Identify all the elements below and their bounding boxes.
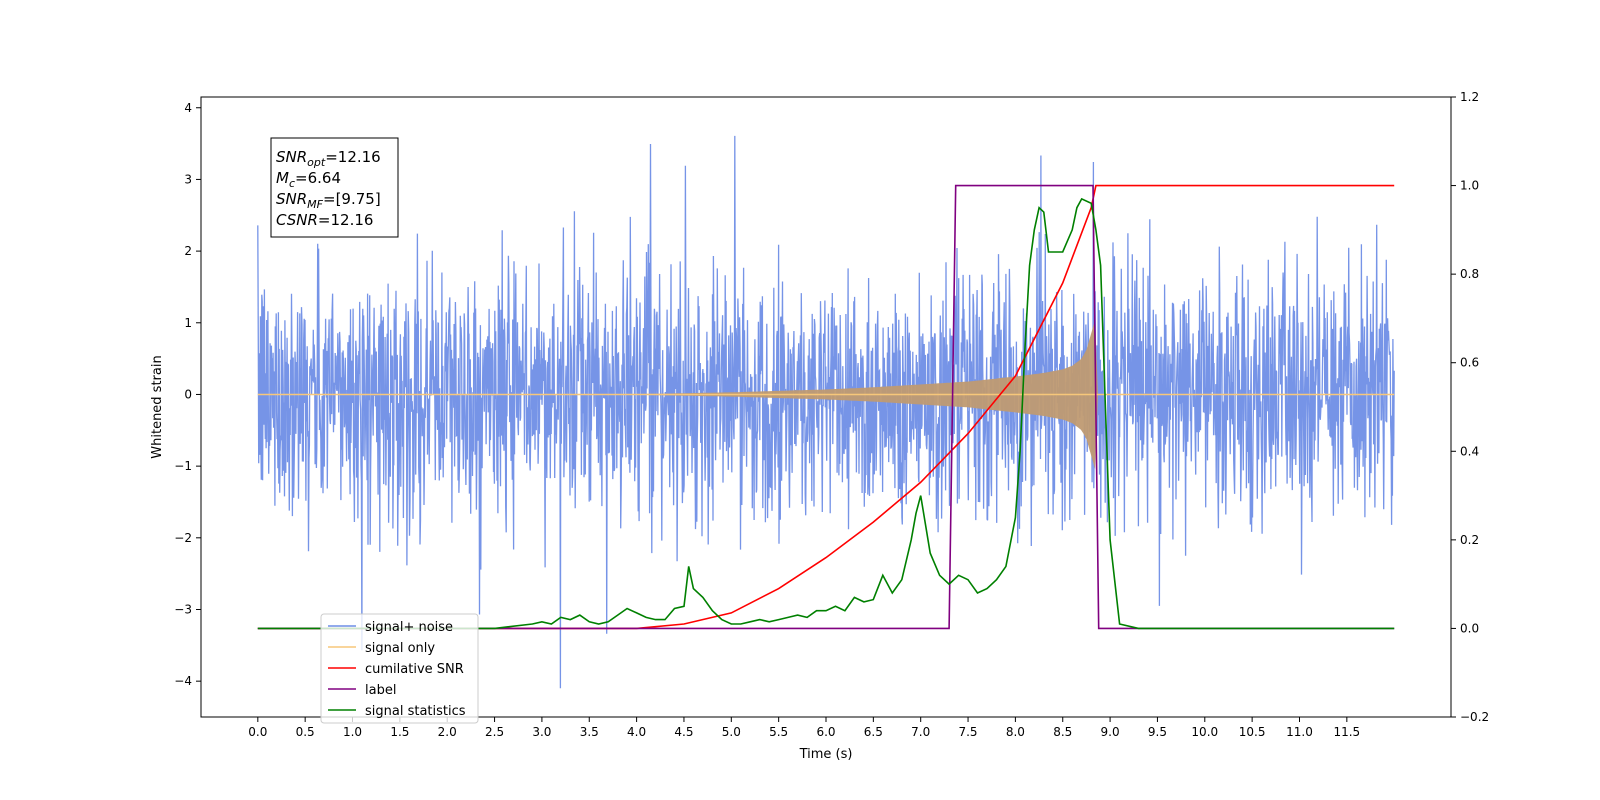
x-tick-label: 6.5 (864, 725, 883, 739)
x-tick-label: 1.0 (343, 725, 362, 739)
y-axis-left: −4 −3 −2 −1 0 1 2 3 4 (174, 101, 201, 688)
x-tick-label: 8.0 (1006, 725, 1025, 739)
annotation-line: SNRMF=[9.75] (276, 190, 381, 211)
y-tick-label: −4 (174, 674, 192, 688)
x-tick-label: 11.0 (1286, 725, 1313, 739)
legend-entry-label: signal statistics (365, 704, 466, 719)
x-tick-label: 9.5 (1148, 725, 1167, 739)
annotation-line: SNRopt=12.16 (276, 148, 381, 169)
y-right-tick-label: 0.0 (1460, 621, 1479, 635)
legend-entry-label: signal+ noise (365, 620, 453, 635)
stats-annotation-box: SNRopt=12.16Mc=6.64SNRMF=[9.75]CSNR=12.1… (270, 137, 399, 238)
x-tick-label: 10.5 (1239, 725, 1266, 739)
x-tick-label: 3.5 (580, 725, 599, 739)
x-tick-label: 10.0 (1191, 725, 1218, 739)
x-tick-label: 9.0 (1101, 725, 1120, 739)
y-tick-label: −2 (174, 531, 192, 545)
series-signal-noise (257, 135, 1395, 689)
legend-frame (320, 613, 479, 724)
series-signal-statistics (257, 197, 1395, 630)
x-tick-label: 2.5 (485, 725, 504, 739)
x-tick-label: 8.5 (1053, 725, 1072, 739)
y-tick-label: −3 (174, 602, 192, 616)
x-tick-label: 6.0 (816, 725, 835, 739)
annotation-frame (270, 137, 399, 238)
legend: signal+ noise signal only cumilative SNR la… (320, 613, 479, 724)
series-signal-only (257, 319, 1395, 470)
y-axis-right: −0.2 0.0 0.2 0.4 0.6 0.8 1.0 1.2 (1451, 90, 1489, 724)
legend-entry-label: cumilative SNR (365, 662, 464, 677)
y-tick-label: −1 (174, 459, 192, 473)
x-axis: 0.0 0.5 1.0 1.5 2.0 2.5 3.0 3.5 4.0 4.5 5.0 5.5 6.0 6… (248, 717, 1360, 739)
annotation-line: Mc=6.64 (276, 169, 341, 190)
x-tick-label: 3.0 (532, 725, 551, 739)
x-tick-label: 5.0 (722, 725, 741, 739)
x-tick-label: 7.0 (911, 725, 930, 739)
y-right-tick-label: 0.6 (1460, 356, 1479, 370)
y-right-tick-label: 1.2 (1460, 90, 1479, 104)
legend-entry-label: label (365, 683, 396, 698)
y-right-tick-label: 1.0 (1460, 179, 1479, 193)
x-tick-label: 7.5 (958, 725, 977, 739)
x-tick-label: 5.5 (769, 725, 788, 739)
x-tick-label: 2.0 (438, 725, 457, 739)
x-tick-label: 11.5 (1333, 725, 1360, 739)
y-tick-label: 2 (184, 244, 192, 258)
x-tick-label: 4.0 (627, 725, 646, 739)
legend-entry-label: signal only (365, 641, 435, 656)
y-right-tick-label: 0.8 (1460, 267, 1479, 281)
annotation-line: CSNR=12.16 (276, 211, 373, 229)
x-tick-label: 0.0 (248, 725, 267, 739)
y-right-tick-label: 0.2 (1460, 533, 1479, 547)
series-cumilative-snr (257, 184, 1395, 630)
y-tick-label: 1 (184, 316, 192, 330)
x-tick-label: 4.5 (674, 725, 693, 739)
y-tick-label: 0 (184, 387, 192, 401)
y-tick-label: 3 (184, 172, 192, 186)
y-right-tick-label: 0.4 (1460, 444, 1479, 458)
x-tick-label: 1.5 (390, 725, 409, 739)
y-right-tick-label: −0.2 (1460, 710, 1489, 724)
y-axis-label: Whitened strain (150, 355, 165, 458)
x-axis-label: Time (s) (799, 747, 853, 762)
plot-area (257, 135, 1395, 689)
x-tick-label: 0.5 (296, 725, 315, 739)
y-tick-label: 4 (184, 101, 192, 115)
